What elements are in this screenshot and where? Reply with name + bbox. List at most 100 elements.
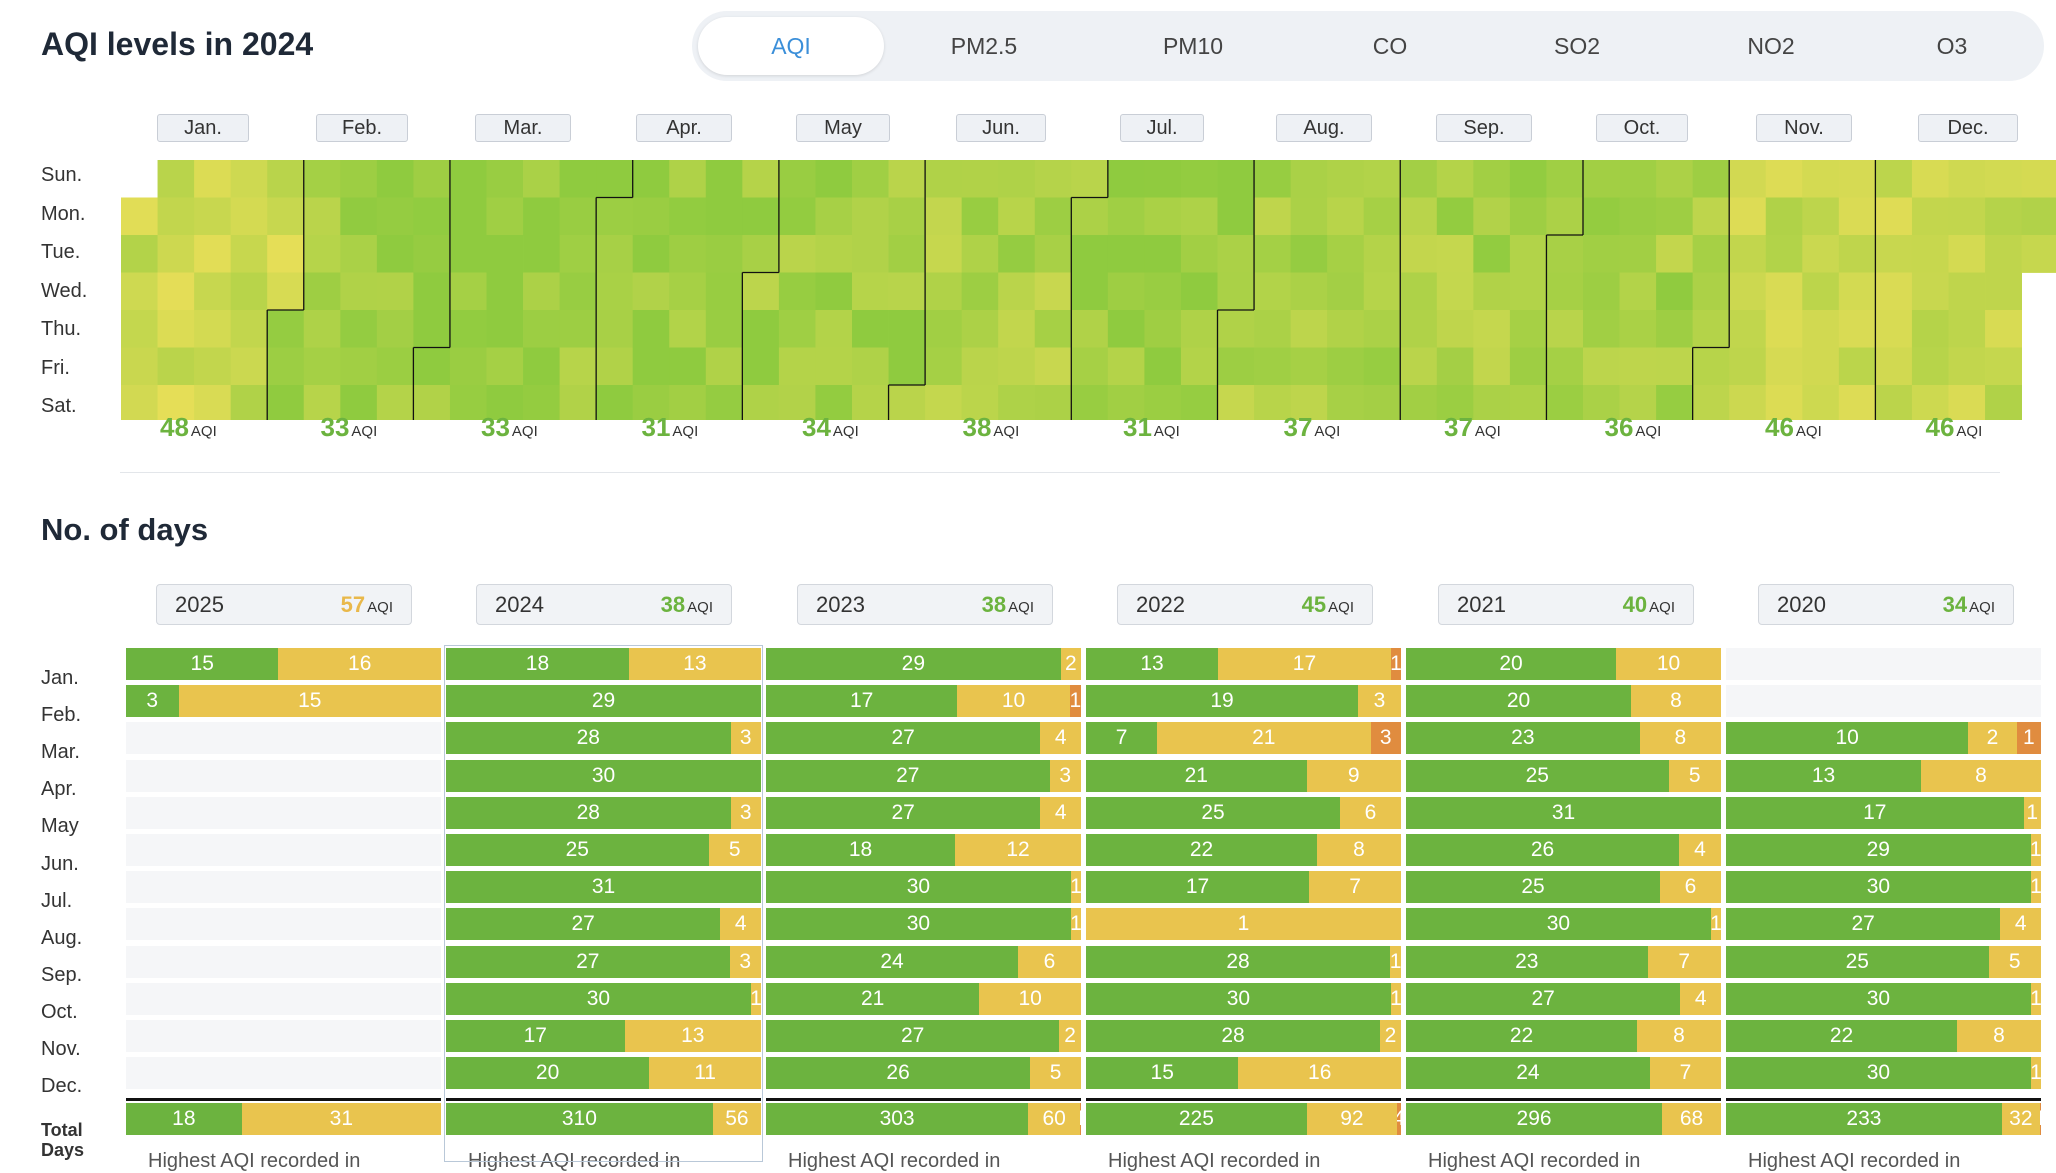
year-selector-2022[interactable]: 2022 45 AQI — [1117, 584, 1373, 625]
month-avg-aqi: 34 AQI — [802, 412, 859, 443]
tab-co[interactable]: CO — [1372, 32, 1408, 59]
heatmap-cell — [852, 272, 889, 311]
month-bar: 19 3 — [1086, 685, 1401, 718]
heatmap-cell — [1071, 310, 1109, 348]
total-bar: 310 56 — [446, 1103, 761, 1135]
tab-pm25[interactable]: PM2.5 — [950, 32, 1018, 59]
total-bar: 18 31 — [126, 1103, 441, 1135]
year-selector-2021[interactable]: 2021 40 AQI — [1438, 584, 1694, 625]
heatmap-cell — [852, 385, 889, 420]
heatmap-cell — [1473, 160, 1511, 198]
heatmap-cell — [486, 272, 524, 311]
heatmap-cell — [449, 160, 487, 198]
bar-segment: 8 — [1631, 685, 1721, 718]
month-avg-value: 33 — [320, 412, 350, 442]
heatmap-cell — [1144, 272, 1182, 311]
heatmap-cell — [1875, 385, 1913, 420]
month-bar: 25 5 — [1726, 945, 2041, 978]
empty-row — [126, 759, 441, 792]
heatmap-cell — [1217, 347, 1255, 386]
tab-o3[interactable]: O3 — [1936, 32, 1968, 59]
heatmap-cell — [1911, 272, 1949, 311]
bar-segment: 92 — [1306, 1103, 1398, 1135]
bar-segment: 60 — [1028, 1103, 1081, 1135]
year-aqi: 38 AQI — [982, 592, 1034, 618]
heatmap-cell — [1911, 197, 1949, 236]
heatmap-cell — [340, 347, 378, 386]
heatmap-cell — [1107, 197, 1145, 236]
heatmap-cell — [1400, 160, 1438, 198]
heatmap-cell — [1034, 347, 1072, 386]
heatmap-cell — [1400, 272, 1438, 311]
tab-no2[interactable]: NO2 — [1747, 32, 1795, 59]
month-row-label: Jun. — [41, 852, 79, 875]
heatmap-cell — [1327, 197, 1365, 236]
heatmap-cell — [1473, 385, 1511, 420]
heatmap-cell — [1802, 160, 1840, 198]
year-label: 2023 — [816, 591, 865, 617]
heatmap-cell — [888, 347, 926, 386]
month-boundaries — [266, 160, 1877, 420]
heatmap-cell — [961, 272, 999, 311]
month-avg-value: 33 — [481, 412, 510, 442]
heatmap-cell — [1180, 385, 1218, 420]
year-selector-2025[interactable]: 2025 57 AQI — [156, 584, 412, 625]
heatmap-cell — [121, 310, 158, 348]
year-label: 2025 — [175, 591, 224, 617]
heatmap-cell — [1656, 235, 1694, 273]
tab-aqi[interactable]: AQI — [698, 17, 884, 75]
month-bar: 10 2 1 — [1726, 722, 2041, 755]
empty-row — [1726, 648, 2041, 680]
year-selector-2024[interactable]: 2024 38 AQI — [476, 584, 732, 625]
year-label: 2021 — [1457, 591, 1506, 617]
heatmap-cell — [413, 310, 451, 348]
bar-segment: 30 — [766, 871, 1071, 904]
heatmap-cell — [157, 272, 195, 311]
bar-segment: 13 — [628, 648, 761, 680]
month-bar: 28 2 — [1086, 1020, 1401, 1052]
month-avg-value: 34 — [802, 412, 831, 442]
heatmap-cell — [340, 235, 378, 273]
heatmap-cell — [1838, 347, 1876, 386]
heatmap-cell — [1254, 272, 1291, 311]
heatmap-cell — [669, 197, 707, 236]
heatmap-cell — [1729, 197, 1767, 236]
heatmap-cell — [1363, 385, 1401, 420]
heatmap-cell — [1985, 310, 2022, 348]
year-selector-2023[interactable]: 2023 38 AQI — [797, 584, 1053, 625]
year-selector-2020[interactable]: 2020 34 AQI — [1758, 584, 2014, 625]
month-row-label: Oct. — [41, 1000, 78, 1023]
month-bar: 28 3 — [446, 722, 761, 755]
tab-so2[interactable]: SO2 — [1553, 32, 1601, 59]
month-avg-aqi: 46 AQI — [1765, 412, 1822, 443]
heatmap-cell — [998, 310, 1036, 348]
heatmap-cell — [267, 197, 305, 236]
heatmap-cell — [486, 160, 524, 198]
heatmap-cell — [1911, 235, 1949, 273]
heatmap-cell — [157, 197, 195, 236]
bar-segment: 4 — [1679, 834, 1721, 866]
heatmap-cell — [596, 197, 634, 236]
heatmap-cell — [1692, 272, 1730, 311]
heatmap-cell — [1948, 160, 1986, 198]
bar-segment: 29 — [1726, 834, 2031, 866]
month-avg-value: 37 — [1283, 412, 1313, 442]
bar-segment: 1 — [1390, 648, 1401, 680]
total-separator — [1406, 1098, 1721, 1101]
heatmap-cell — [1546, 347, 1584, 386]
year-label: 2022 — [1136, 591, 1185, 617]
heatmap-cell — [523, 310, 560, 348]
heatmap-cell — [852, 310, 889, 348]
heatmap-cell — [340, 385, 378, 420]
heatmap-cell — [230, 310, 268, 348]
heatmap-cell — [1619, 160, 1657, 198]
heatmap-cell — [1656, 310, 1694, 348]
bar-segment: 20 — [446, 1057, 650, 1090]
bar-segment: 5 — [1668, 759, 1721, 792]
heatmap-cell — [815, 310, 853, 348]
bar-segment: 2 — [1059, 1020, 1081, 1052]
year-aqi-unit: AQI — [1008, 598, 1034, 616]
weekday-label: Wed. — [41, 279, 88, 302]
heatmap-cell — [961, 235, 999, 273]
tab-pm10[interactable]: PM10 — [1162, 32, 1224, 59]
